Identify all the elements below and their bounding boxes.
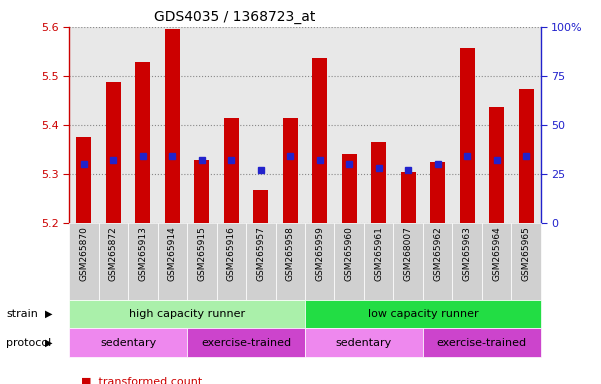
Text: GSM265914: GSM265914	[168, 227, 177, 281]
Text: GSM265965: GSM265965	[522, 227, 531, 281]
Bar	[305, 300, 541, 328]
Bar	[128, 223, 157, 300]
Bar	[401, 172, 415, 223]
Text: GSM265962: GSM265962	[433, 227, 442, 281]
Bar	[187, 223, 216, 300]
Bar	[69, 300, 305, 328]
Text: GSM268007: GSM268007	[404, 227, 413, 281]
Bar	[453, 223, 482, 300]
Bar	[305, 328, 423, 357]
Text: sedentary: sedentary	[100, 338, 156, 348]
Bar	[313, 58, 327, 223]
Text: GSM265959: GSM265959	[316, 227, 325, 281]
Text: GSM265957: GSM265957	[256, 227, 265, 281]
Text: GSM265960: GSM265960	[345, 227, 354, 281]
Bar	[371, 142, 386, 223]
Bar	[157, 223, 187, 300]
Text: GSM265916: GSM265916	[227, 227, 236, 281]
Bar	[216, 223, 246, 300]
Text: GSM265913: GSM265913	[138, 227, 147, 281]
Text: GSM265872: GSM265872	[109, 227, 118, 281]
Bar	[511, 223, 541, 300]
Bar	[519, 89, 534, 223]
Bar	[187, 328, 305, 357]
Bar	[224, 118, 239, 223]
Text: protocol: protocol	[6, 338, 51, 348]
Bar	[489, 107, 504, 223]
Bar	[460, 48, 475, 223]
Bar	[76, 137, 91, 223]
Text: strain: strain	[6, 309, 38, 319]
Bar	[135, 62, 150, 223]
Text: ■  transformed count: ■ transformed count	[81, 377, 203, 384]
Bar	[335, 223, 364, 300]
Text: GSM265963: GSM265963	[463, 227, 472, 281]
Text: exercise-trained: exercise-trained	[437, 338, 527, 348]
Text: GSM265958: GSM265958	[285, 227, 294, 281]
Text: GSM265870: GSM265870	[79, 227, 88, 281]
Bar	[106, 82, 121, 223]
Text: sedentary: sedentary	[336, 338, 392, 348]
Bar	[430, 162, 445, 223]
Bar	[342, 154, 356, 223]
Bar	[394, 223, 423, 300]
Text: GSM265961: GSM265961	[374, 227, 383, 281]
Bar	[423, 223, 453, 300]
Text: ▶: ▶	[45, 338, 52, 348]
Bar	[195, 160, 209, 223]
Bar	[69, 328, 187, 357]
Bar	[246, 223, 275, 300]
Text: low capacity runner: low capacity runner	[368, 309, 478, 319]
Text: exercise-trained: exercise-trained	[201, 338, 291, 348]
Bar	[254, 190, 268, 223]
Bar	[305, 223, 335, 300]
Title: GDS4035 / 1368723_at: GDS4035 / 1368723_at	[153, 10, 315, 25]
Text: GSM265964: GSM265964	[492, 227, 501, 281]
Bar	[165, 29, 180, 223]
Text: ▶: ▶	[45, 309, 52, 319]
Bar	[99, 223, 128, 300]
Bar	[364, 223, 394, 300]
Bar	[482, 223, 511, 300]
Bar	[283, 118, 297, 223]
Text: high capacity runner: high capacity runner	[129, 309, 245, 319]
Text: GSM265915: GSM265915	[197, 227, 206, 281]
Bar	[423, 328, 541, 357]
Bar	[69, 223, 99, 300]
Bar	[275, 223, 305, 300]
